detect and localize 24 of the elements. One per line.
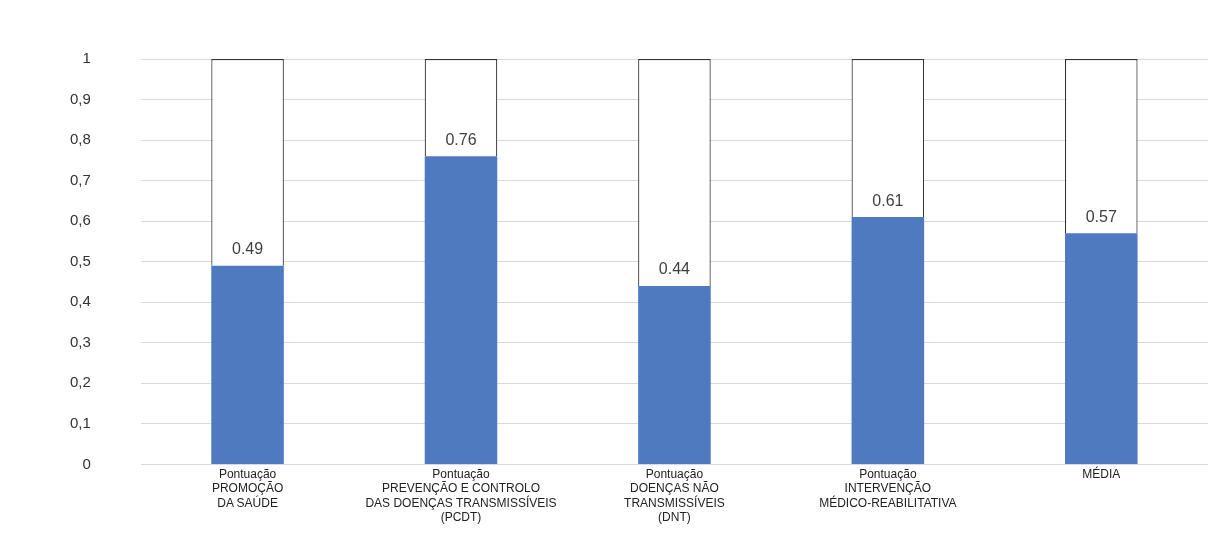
data-label: 0.57 [1085, 207, 1117, 225]
y-tick-label: 0,7 [69, 170, 91, 188]
y-tick-label: 0,2 [69, 373, 91, 391]
bar [851, 217, 925, 464]
y-tick-label: 0,9 [69, 89, 91, 107]
bar [1065, 233, 1138, 464]
x-tick-label: Pontuação DOENÇAS NÃO TRANSMISSÍVEIS (DNT) [624, 466, 725, 525]
y-tick-label: 0,1 [69, 414, 91, 431]
y-tick-label: 0 [82, 454, 91, 472]
x-tick-label: Pontuação INTERVENÇÃO MÉDICO-REABILITATIVA [819, 466, 957, 510]
data-label: 0.49 [232, 240, 264, 258]
y-tick-label: 0,6 [69, 211, 91, 229]
y-tick-label: 0,3 [69, 332, 91, 350]
y-tick-label: 1 [82, 49, 91, 67]
x-tick-label: MÉDIA [1082, 465, 1121, 481]
data-label: 0.44 [658, 260, 691, 278]
bar [424, 156, 498, 464]
data-label: 0.61 [872, 191, 904, 209]
y-tick-label: 0,4 [69, 292, 91, 310]
data-label: 0.76 [445, 130, 477, 148]
x-tick-label: Pontuação PREVENÇÃO E CONTROLO DAS DOENÇAS TRANSMISSÍVEIS (PCDT) [365, 466, 557, 525]
x-tick-label: Pontuação PROMOÇÃO DA SAÚDE [211, 466, 284, 510]
y-tick-label: 0,5 [69, 251, 91, 269]
y-tick-label: 0,8 [69, 130, 91, 148]
